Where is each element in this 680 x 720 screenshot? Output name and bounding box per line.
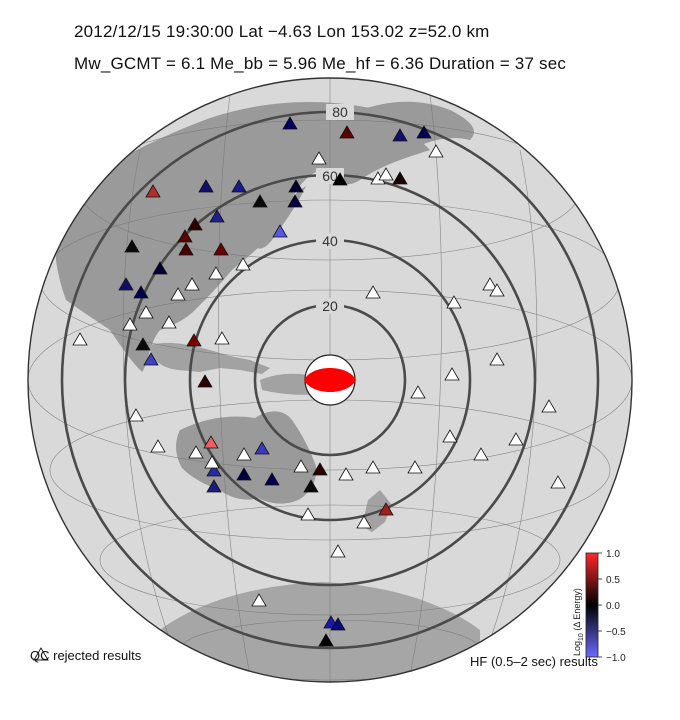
station-marker (392, 171, 408, 185)
station-marker (332, 172, 348, 186)
station-marker-rejected (489, 283, 505, 297)
focal-mechanism-beachball (304, 354, 356, 406)
station-marker-rejected (442, 429, 458, 443)
station-marker-rejected (446, 295, 462, 309)
station-marker (392, 128, 408, 142)
ring-label-20: 20 (322, 298, 338, 314)
station-marker (339, 125, 355, 139)
station-marker (118, 277, 134, 291)
station-marker (124, 239, 140, 253)
station-marker (287, 194, 303, 208)
colorbar-tick: 0.0 (606, 601, 620, 612)
station-marker (236, 467, 252, 481)
colorbar: 1.0 0.5 0.0 −0.5 −1.0 Log10 (Δ Energy) (572, 549, 626, 664)
station-marker-rejected (204, 455, 220, 469)
station-marker-rejected (208, 266, 224, 280)
landmass-alaska (359, 101, 474, 162)
station-marker (133, 285, 149, 299)
station-marker (303, 479, 319, 493)
globe-border (27, 77, 633, 683)
station-marker (206, 479, 222, 493)
colorbar-tick: −0.5 (606, 627, 626, 638)
magnitude-info-line: Mw_GCMT = 6.1 Me_bb = 5.96 Me_hf = 6.36 … (74, 54, 567, 73)
station-marker (177, 229, 193, 243)
station-marker (197, 374, 213, 388)
station-marker (330, 617, 346, 631)
station-marker-rejected (236, 447, 252, 461)
station-marker-rejected (122, 317, 138, 331)
station-marker (203, 435, 219, 449)
station-marker-rejected (365, 460, 381, 474)
station-marker-rejected (188, 445, 204, 459)
station-marker (318, 633, 334, 647)
station-marker (186, 333, 202, 347)
station-marker-rejected (214, 331, 230, 345)
station-marker (187, 217, 203, 231)
station-marker (416, 125, 432, 139)
station-marker (135, 337, 151, 351)
station-marker (178, 242, 194, 256)
station-marker-rejected (378, 167, 394, 181)
station-marker-rejected (410, 385, 426, 399)
station-marker-rejected (251, 593, 267, 607)
station-marker-rejected (330, 544, 346, 558)
station-marker (272, 224, 288, 238)
station-marker-rejected (338, 467, 354, 481)
station-marker-rejected (300, 507, 316, 521)
colorbar-title: Log10 (Δ Energy) (572, 588, 585, 656)
colorbar-tick: 1.0 (606, 549, 620, 560)
station-marker-rejected (489, 352, 505, 366)
station-marker-rejected (550, 475, 566, 489)
station-marker (252, 194, 268, 208)
station-marker (206, 463, 222, 477)
station-marker (143, 352, 159, 366)
ring-labels: 20 40 60 80 (316, 104, 354, 314)
station-marker-rejected (138, 305, 154, 319)
station-marker (145, 184, 161, 198)
station-marker-rejected (356, 515, 372, 529)
ring-label-80: 80 (332, 104, 348, 120)
qc-legend-triangle (33, 647, 49, 661)
landmass-indonesia (150, 342, 270, 374)
station-marker (288, 179, 304, 193)
station-marker (213, 242, 229, 256)
station-marker-rejected (508, 432, 524, 446)
station-marker-rejected (365, 285, 381, 299)
station-marker (378, 502, 394, 516)
station-marker-rejected (541, 399, 557, 413)
station-marker-rejected (150, 439, 166, 453)
station-marker (209, 209, 225, 223)
station-marker (231, 179, 247, 193)
colorbar-tick: 0.5 (606, 575, 620, 586)
station-marker-rejected (428, 144, 444, 158)
station-marker (312, 462, 328, 476)
station-marker-rejected (473, 447, 489, 461)
ring-label-60: 60 (322, 168, 338, 184)
station-marker-rejected (444, 367, 460, 381)
station-marker (152, 261, 168, 275)
station-marker-rejected (311, 151, 327, 165)
station-marker (264, 472, 280, 486)
hf-results-legend-label: HF (0.5–2 sec) results (470, 654, 598, 669)
station-marker-rejected (128, 408, 144, 422)
event-info-line: 2012/12/15 19:30:00 Lat −4.63 Lon 153.02… (74, 22, 490, 41)
station-marker-rejected (72, 332, 88, 346)
station-markers (72, 116, 566, 647)
ring-label-40: 40 (322, 233, 338, 249)
colorbar-tick: −1.0 (606, 653, 626, 664)
station-marker-rejected (293, 459, 309, 473)
station-marker-rejected (407, 460, 423, 474)
qc-rejected-legend-label: QC rejected results (30, 648, 142, 663)
station-marker-rejected (482, 277, 498, 291)
station-marker (282, 116, 298, 130)
station-marker-rejected (235, 257, 251, 271)
station-marker-rejected (161, 315, 177, 329)
station-marker-rejected (184, 277, 200, 291)
station-marker (198, 179, 214, 193)
station-marker-rejected (170, 287, 186, 301)
station-marker (254, 441, 270, 455)
